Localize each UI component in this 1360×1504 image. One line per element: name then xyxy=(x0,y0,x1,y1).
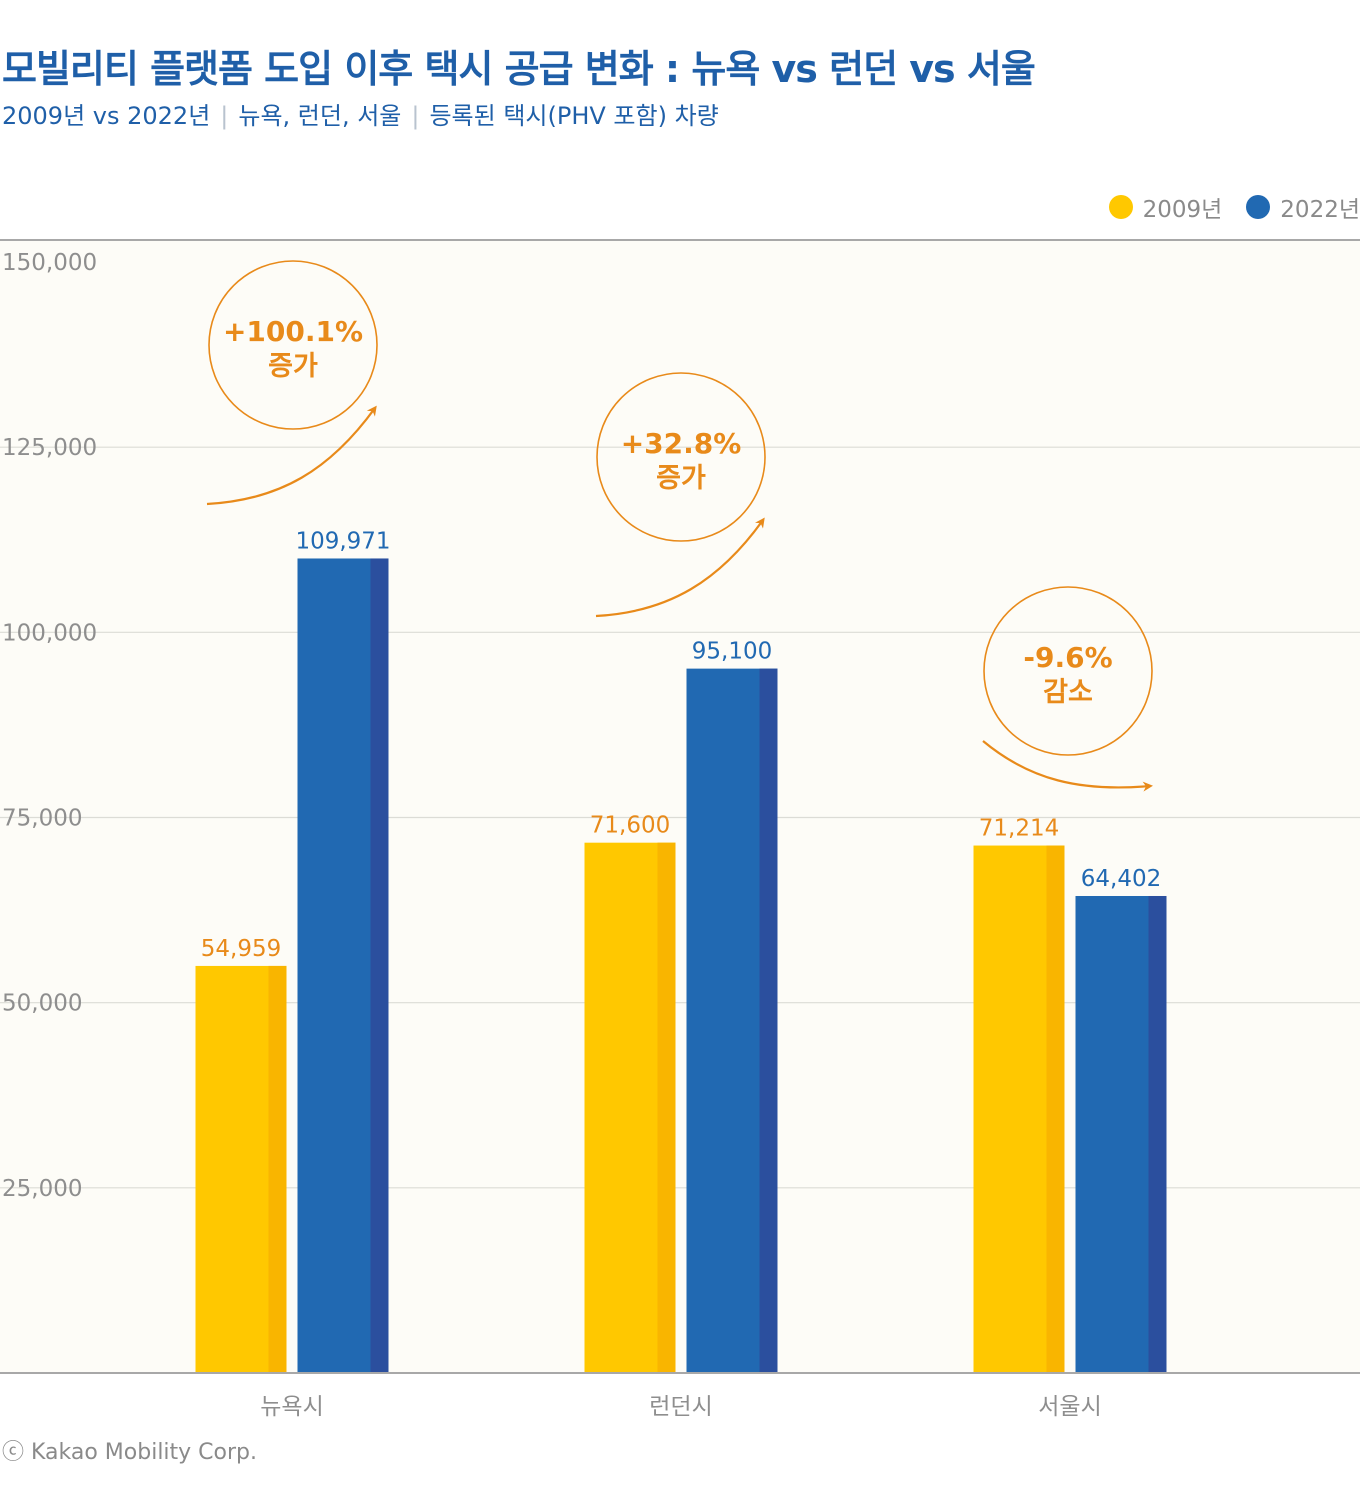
change-percent: +100.1% xyxy=(223,315,363,348)
data-label: 95,100 xyxy=(692,639,772,665)
data-label: 109,971 xyxy=(295,528,390,554)
y-tick-label: 150,000 xyxy=(2,250,97,276)
change-arrow xyxy=(206,405,377,506)
y-tick-label: 50,000 xyxy=(2,991,82,1017)
legend-item-2022: 2022년 xyxy=(1246,190,1360,224)
data-label: 71,214 xyxy=(979,816,1059,842)
data-label: 64,402 xyxy=(1081,866,1161,892)
change-arrow xyxy=(595,517,765,618)
bar-shade xyxy=(370,558,389,1373)
y-tick-label: 125,000 xyxy=(2,435,97,461)
change-percent: +32.8% xyxy=(621,427,742,460)
legend-item-2009: 2009년 xyxy=(1108,190,1223,224)
chart-legend: 2009년 2022년 xyxy=(1108,190,1360,224)
y-tick-label: 75,000 xyxy=(2,806,82,832)
legend-label-2009: 2009년 xyxy=(1142,197,1223,223)
bar-shade xyxy=(268,965,287,1373)
x-tick-label: 런던시 xyxy=(649,1394,712,1420)
copyright-footer: ⓒ Kakao Mobility Corp. xyxy=(2,1440,258,1465)
x-tick-label: 서울시 xyxy=(1038,1394,1101,1420)
change-arrow xyxy=(982,740,1153,792)
chart-subtitle: 2009년 vs 2022년 | 뉴욕, 런던, 서울 | 등록된 택시(PHV 포함)… xyxy=(2,96,719,131)
bar-shade xyxy=(759,668,778,1373)
data-label: 71,600 xyxy=(590,813,670,839)
change-label: 감소 xyxy=(1043,677,1093,708)
bar-shade xyxy=(1046,845,1065,1373)
data-label: 54,959 xyxy=(201,936,281,962)
change-circle xyxy=(983,586,1153,756)
subtitle-separator: | xyxy=(220,102,229,130)
legend-swatch-2022 xyxy=(1246,195,1271,219)
bar-shade xyxy=(657,842,676,1373)
change-circle xyxy=(596,372,766,542)
subtitle-period: 2009년 vs 2022년 xyxy=(2,102,211,130)
subtitle-separator: | xyxy=(411,102,420,130)
change-percent: -9.6% xyxy=(1023,641,1112,674)
chart-title: 모빌리티 플랫폼 도입 이후 택시 공급 변화 : 뉴욕 vs 런던 vs 서울 xyxy=(2,47,1036,91)
subtitle-cities: 뉴욕, 런던, 서울 xyxy=(238,102,402,130)
change-label: 증가 xyxy=(656,463,706,494)
y-tick-label: 25,000 xyxy=(2,1176,82,1202)
legend-swatch-2009 xyxy=(1108,195,1133,219)
subtitle-measure: 등록된 택시(PHV 포함) 차량 xyxy=(429,102,719,130)
y-tick-label: 100,000 xyxy=(2,620,97,646)
change-label: 증가 xyxy=(268,351,318,382)
x-tick-label: 뉴욕시 xyxy=(260,1394,323,1420)
bar-shade xyxy=(1148,895,1167,1373)
legend-label-2022: 2022년 xyxy=(1280,197,1360,223)
change-circle xyxy=(208,260,378,430)
